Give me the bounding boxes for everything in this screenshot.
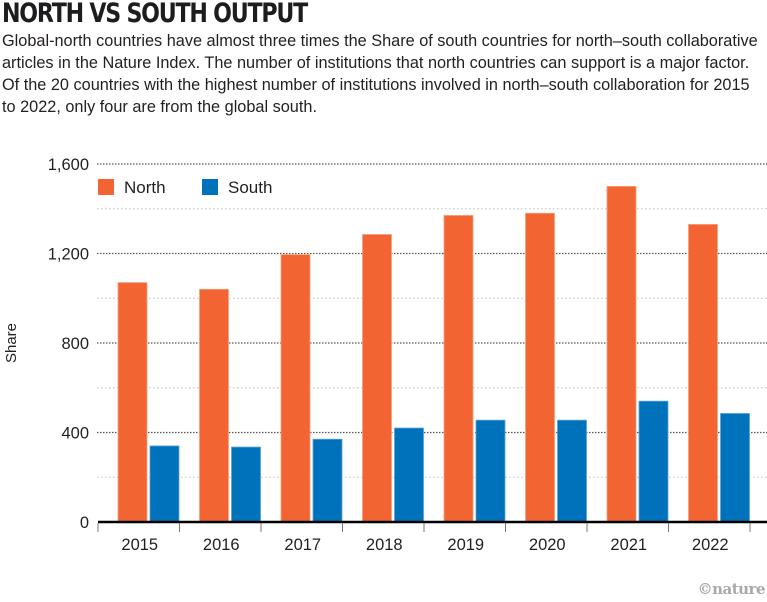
- y-tick-label: 1,200: [48, 246, 89, 264]
- legend-swatch-south: [202, 179, 218, 195]
- y-axis-title: Share: [3, 323, 20, 363]
- y-tick-label: 1,600: [48, 156, 89, 174]
- bar-south-2017: [312, 438, 343, 523]
- chart-subtitle: Global-north countries have almost three…: [2, 32, 758, 116]
- legend-label-north: North: [124, 178, 166, 197]
- nature-credit-logo: ©nature: [697, 580, 766, 598]
- y-tick-label: 800: [61, 335, 89, 353]
- bar-south-2016: [231, 446, 261, 523]
- bar-north-2022: [688, 224, 718, 523]
- x-tick-label: 2015: [121, 536, 158, 554]
- bars: [117, 185, 750, 523]
- chart-title: NORTH VS SOUTH OUTPUT: [2, 0, 308, 29]
- x-tick-label: 2022: [692, 536, 729, 554]
- bar-north-2016: [199, 288, 229, 523]
- bar-north-2018: [362, 234, 392, 523]
- x-tick-label: 2017: [284, 536, 321, 554]
- x-tick-label: 2019: [447, 536, 484, 554]
- x-tick-label: 2016: [203, 536, 240, 554]
- legend-label-south: South: [228, 178, 272, 197]
- y-tick-label: 400: [61, 425, 89, 443]
- bar-north-2015: [117, 282, 148, 523]
- bar-north-2020: [525, 212, 555, 523]
- x-tick-label: 2021: [610, 536, 647, 554]
- y-tick-label: 0: [80, 514, 89, 532]
- bar-south-2020: [557, 419, 587, 523]
- bar-south-2019: [475, 419, 506, 523]
- bar-north-2019: [443, 215, 474, 523]
- bar-north-2017: [280, 254, 311, 523]
- legend-swatch-north: [98, 179, 114, 195]
- bar-north-2021: [606, 185, 637, 523]
- bar-south-2021: [638, 400, 669, 523]
- bar-south-2018: [394, 427, 424, 523]
- bar-south-2015: [149, 445, 180, 523]
- x-tick-label: 2018: [366, 536, 403, 554]
- y-axis-ticks: 0 400 800 1,200 1,600: [48, 156, 89, 532]
- bar-south-2022: [720, 413, 750, 523]
- legend: North South: [98, 178, 272, 197]
- x-axis: 2015 2016 2017 2018 2019 2020 2021 2022: [97, 520, 767, 554]
- x-tick-label: 2020: [529, 536, 566, 554]
